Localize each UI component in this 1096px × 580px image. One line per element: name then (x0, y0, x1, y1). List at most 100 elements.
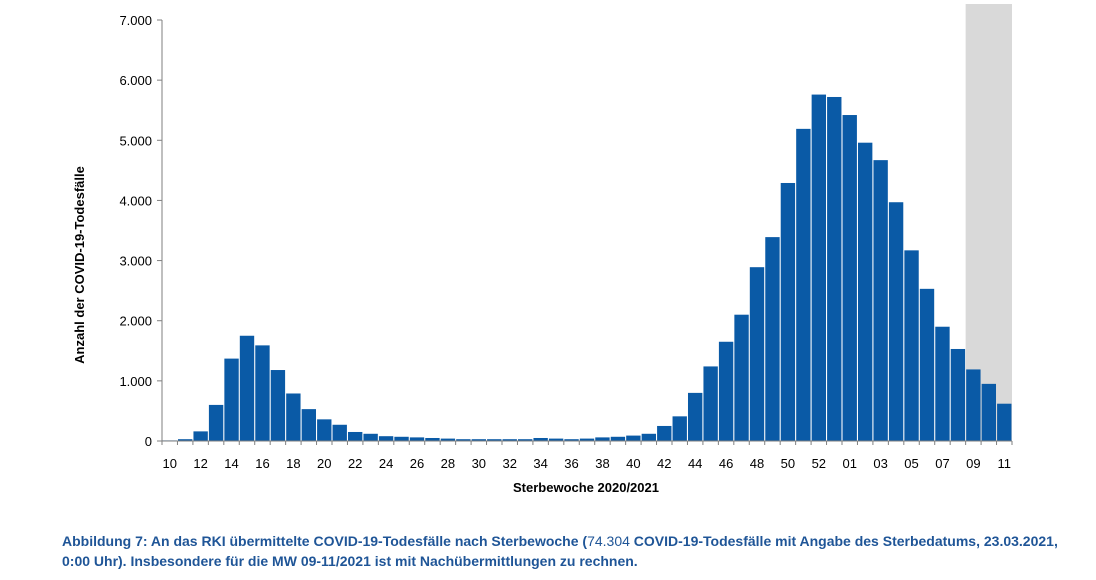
x-tick-label: 28 (441, 456, 455, 471)
bar-week-42-32 (657, 425, 672, 441)
y-tick-label: 6.000 (119, 73, 152, 88)
bar-week-08-51 (950, 348, 966, 441)
y-tick-label: 1.000 (119, 374, 152, 389)
x-tick-label: 18 (286, 456, 300, 471)
x-tick-label: 44 (688, 456, 702, 471)
bar-week-24-14 (378, 436, 394, 441)
bar-week-43-33 (672, 416, 687, 441)
bar-week-28-18 (440, 438, 456, 441)
bar-week-15-5 (239, 335, 255, 441)
x-tick-label: 24 (379, 456, 393, 471)
bar-week-17-7 (270, 370, 286, 441)
bar-week-22-12 (347, 431, 363, 441)
highlight-region (965, 4, 1012, 441)
bar-week-30-20 (471, 439, 487, 441)
bar-week-25-15 (394, 436, 409, 441)
bar-week-35-25 (548, 438, 564, 441)
caption-part-1: Abbildung 7: An das RKI übermittelte COV… (62, 533, 588, 549)
bar-week-39-29 (610, 436, 626, 441)
x-tick-label: 05 (904, 456, 918, 471)
bar-week-50-40 (780, 182, 796, 442)
bar-week-04-47 (888, 202, 904, 441)
bar-week-26-16 (409, 437, 425, 441)
bar-week-41-31 (641, 433, 657, 441)
bar-week-09-52 (966, 369, 981, 441)
x-tick-label: 14 (224, 456, 238, 471)
bar-week-06-49 (919, 288, 935, 441)
bar-week-45-35 (703, 366, 718, 441)
x-tick-label: 11 (998, 456, 1012, 471)
caption-part-3: COVID-19-Todesfälle mit Angabe des Sterb… (62, 533, 1058, 569)
x-tick-label: 16 (255, 456, 269, 471)
bar-week-16-6 (255, 345, 270, 441)
y-tick-labels: 0 1.000 2.000 3.000 4.000 5.000 6.000 7.000 (119, 13, 152, 449)
bar-week-37-27 (579, 438, 595, 441)
x-tick-label: 36 (564, 456, 578, 471)
bar-week-53-43 (827, 96, 842, 442)
bar-week-02-45 (857, 142, 873, 442)
bar-week-46-36 (718, 341, 734, 441)
x-tick-label: 30 (472, 456, 486, 471)
x-tick-label: 26 (410, 456, 424, 471)
x-tick-label: 38 (595, 456, 609, 471)
bar-week-40-30 (626, 435, 641, 441)
x-tick-label: 20 (317, 456, 331, 471)
x-tick-label: 40 (626, 456, 640, 471)
x-tick-label: 10 (162, 456, 176, 471)
x-tick-label: 07 (935, 456, 949, 471)
bar-week-52-42 (811, 94, 827, 441)
bar-week-07-50 (935, 326, 950, 441)
y-tick-label: 7.000 (119, 13, 152, 28)
x-tick-label: 22 (348, 456, 362, 471)
bar-week-36-26 (564, 439, 579, 441)
bar-week-19-9 (301, 409, 317, 441)
x-tick-label: 52 (812, 456, 826, 471)
bar-week-38-28 (595, 437, 610, 441)
late-reporting-highlight (965, 4, 1012, 441)
bar-week-49-39 (765, 237, 780, 441)
y-axis-label: Anzahl der COVID-19-Todesfälle (72, 166, 87, 364)
bar-week-34-24 (533, 437, 548, 441)
axes (157, 19, 1013, 445)
x-tick-label: 09 (966, 456, 980, 471)
x-tick-label: 01 (842, 456, 856, 471)
x-tick-label: 46 (719, 456, 733, 471)
x-tick-label: 32 (502, 456, 516, 471)
x-tick-label: 12 (193, 456, 207, 471)
bar-week-51-41 (796, 128, 811, 441)
bar-week-29-19 (456, 439, 471, 441)
bar-week-47-37 (734, 314, 749, 441)
bar-week-23-13 (363, 433, 378, 441)
caption-total-count: 74.304 (587, 533, 630, 549)
bar-week-33-23 (517, 439, 533, 441)
bar-week-03-46 (873, 160, 888, 441)
bar-week-18-8 (286, 393, 301, 441)
x-tick-label: 42 (657, 456, 671, 471)
x-tick-label: 34 (533, 456, 547, 471)
y-tick-label: 5.000 (119, 133, 152, 148)
bar-week-20-10 (317, 419, 332, 441)
bar-week-44-34 (687, 392, 703, 441)
bar-week-01-44 (842, 115, 857, 442)
bar-week-11-1 (177, 439, 193, 441)
bar-week-12-2 (193, 431, 208, 441)
figure-caption: Abbildung 7: An das RKI übermittelte COV… (62, 531, 1062, 571)
y-tick-label: 3.000 (119, 254, 152, 269)
bar-week-14-4 (224, 358, 239, 441)
bars (162, 94, 1012, 442)
bar-week-10-53 (981, 383, 997, 441)
bar-week-11-54 (997, 403, 1012, 441)
y-tick-label: 4.000 (119, 193, 152, 208)
x-tick-labels: 10 12 14 16 18 20 22 24 26 28 30 32 34 36 38 40 42 44 46 48… (162, 456, 1011, 471)
bar-week-13-3 (208, 404, 224, 441)
x-tick-label: 50 (781, 456, 795, 471)
y-tick-label: 0 (145, 434, 152, 449)
bar-week-32-22 (502, 439, 517, 441)
y-tick-label: 2.000 (119, 314, 152, 329)
bar-week-21-11 (332, 424, 347, 441)
bar-week-31-21 (487, 439, 502, 441)
x-tick-label: 48 (750, 456, 764, 471)
bar-week-27-17 (425, 437, 440, 441)
x-axis-label: Sterbewoche 2020/2021 (513, 480, 659, 495)
